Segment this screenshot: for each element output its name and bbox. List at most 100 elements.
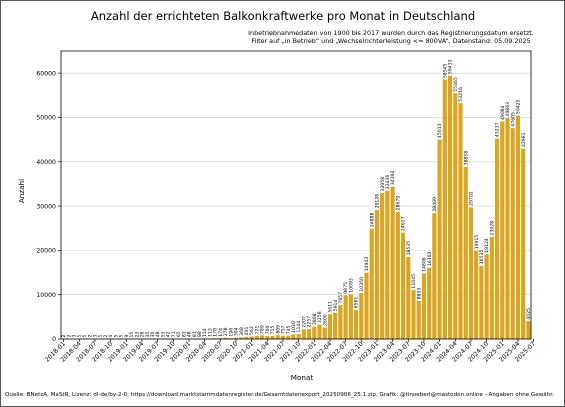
data-label: 65 (176, 331, 182, 337)
bar (421, 273, 427, 339)
data-label: 47605 (510, 112, 516, 127)
data-label: 491 (244, 326, 250, 335)
y-tick-label: 20000 (36, 248, 56, 255)
bar (468, 207, 474, 339)
bar (406, 256, 411, 339)
data-label: 2 (87, 334, 93, 337)
data-label: 28 (140, 331, 146, 337)
data-label: 19124 (484, 238, 490, 253)
bar (458, 103, 463, 339)
data-label: 55465 (453, 77, 459, 92)
data-label: 42 (166, 331, 172, 337)
bar (312, 326, 317, 339)
bar (259, 335, 265, 339)
data-label: 24888 (369, 213, 375, 228)
data-label: 196 (228, 328, 234, 337)
bar (484, 254, 489, 339)
data-label: 789 (260, 325, 266, 334)
data-label: 33436 (385, 175, 391, 190)
bar (474, 250, 479, 339)
data-label: 30 (150, 331, 156, 337)
data-label: 1144 (296, 321, 302, 333)
bar (380, 192, 385, 339)
data-label: 113 (207, 328, 213, 337)
plot-border (60, 50, 532, 340)
bar (432, 213, 437, 339)
data-label: 16103 (427, 251, 433, 266)
bar (427, 267, 432, 339)
data-label: 3 (72, 334, 78, 337)
data-label: 35 (145, 331, 151, 337)
bar (280, 335, 286, 339)
data-label: 745 (286, 325, 292, 334)
data-label: 45013 (437, 123, 443, 138)
bar (228, 338, 233, 339)
bar (395, 211, 400, 339)
data-label: 3258 (317, 311, 323, 323)
y-tick-label: 30000 (36, 203, 56, 210)
bar (223, 337, 228, 339)
y-tick-label: 60000 (36, 70, 56, 77)
bar (453, 93, 458, 340)
bar (239, 337, 244, 339)
bar (348, 294, 353, 339)
data-label: 5 (113, 334, 119, 337)
data-label: 11045 (411, 274, 417, 289)
bar (244, 336, 249, 339)
bar (385, 190, 390, 339)
bar (265, 335, 270, 339)
data-label: 24017 (401, 216, 407, 231)
chart-subtitle-line-1: Inbetriebnahmedaten von 1900 bis 2017 wu… (248, 29, 534, 37)
data-label: 721 (254, 325, 260, 334)
data-label: 2808 (312, 313, 318, 325)
data-label: 757 (281, 325, 287, 334)
bar (374, 209, 380, 339)
data-label: 14806 (422, 257, 428, 272)
data-label: 5 (82, 334, 88, 337)
y-tick-label: 50000 (36, 115, 56, 122)
data-label: 50425 (516, 99, 522, 114)
bar (291, 334, 296, 339)
data-label: 81 (181, 331, 187, 337)
data-label: 9875 (343, 282, 349, 294)
bar (343, 295, 348, 339)
data-label: 700 (265, 326, 271, 335)
y-axis-ticks: 0 10000 20000 30000 40000 50000 60000 (36, 70, 61, 343)
data-label: 29702 (469, 191, 475, 206)
bar (338, 305, 343, 339)
data-label: 178 (213, 328, 219, 337)
data-label: 81 (192, 331, 198, 337)
bar (233, 337, 239, 339)
bar (494, 138, 500, 339)
data-label: 278 (223, 327, 229, 336)
data-label: 4025 (526, 308, 532, 320)
data-label: 29128 (375, 194, 381, 209)
data-label: 34392 (390, 170, 396, 185)
data-label: 19915 (474, 235, 480, 250)
bar (510, 128, 515, 339)
data-label: 869 (275, 325, 281, 334)
data-label: 49084 (500, 105, 506, 120)
bar (254, 335, 259, 339)
data-label: 4 (108, 334, 114, 337)
bar (249, 336, 254, 339)
bar (359, 293, 364, 339)
data-label: 71 (171, 331, 177, 337)
data-label: 114 (202, 328, 208, 337)
bar (306, 328, 312, 339)
bar (390, 186, 395, 339)
data-label: 5 (77, 334, 83, 337)
data-label: 48 (187, 331, 193, 337)
data-label: 174 (218, 328, 224, 337)
data-label: 2 (103, 334, 109, 337)
data-label: 5 (119, 334, 125, 337)
data-label: 7657 (338, 292, 344, 304)
data-label: 32958 (380, 177, 386, 192)
data-label: 368 (239, 327, 245, 336)
data-label: 45237 (495, 122, 501, 137)
data-label: 2 (61, 334, 67, 337)
bar (526, 321, 531, 339)
data-label: 42981 (521, 132, 527, 147)
y-tick-label: 10000 (36, 292, 56, 299)
